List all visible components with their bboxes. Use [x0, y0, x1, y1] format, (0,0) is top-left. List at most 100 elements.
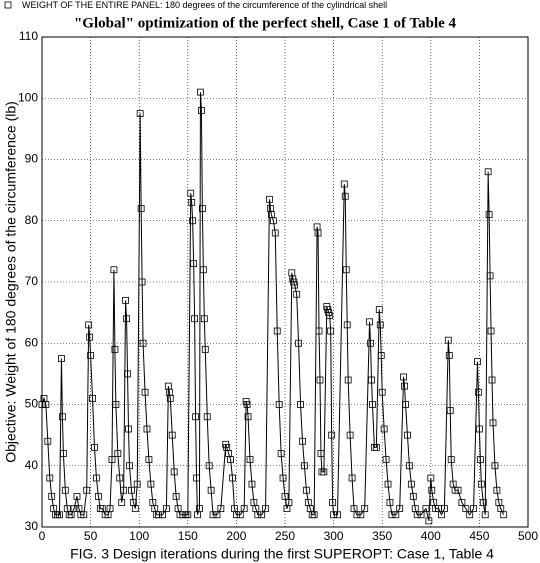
data-point: [126, 462, 133, 470]
data-point: [301, 462, 308, 470]
legend-label: WEIGHT OF THE ENTIRE PANEL: 180 degrees …: [22, 0, 387, 10]
y-tick-label: 30: [25, 519, 39, 533]
data-point: [476, 456, 484, 464]
data-point: [422, 505, 430, 513]
data-point: [93, 474, 100, 482]
data-point: [106, 505, 114, 513]
data-point: [406, 462, 413, 470]
data-point: [80, 511, 88, 519]
data-point: [329, 499, 337, 506]
data-point: [315, 327, 323, 335]
data-point: [236, 511, 244, 519]
data-point: [258, 511, 266, 519]
data-point: [428, 486, 436, 494]
series-line: [41, 92, 505, 521]
data-point: [187, 189, 195, 197]
data-point: [56, 511, 63, 519]
data-point: [123, 315, 130, 323]
data-point: [112, 401, 120, 408]
data-point: [417, 511, 425, 519]
data-point: [205, 462, 213, 470]
data-point: [193, 474, 200, 482]
data-point: [168, 431, 176, 439]
x-tick-label: 400: [421, 529, 441, 543]
data-point: [273, 327, 281, 335]
data-point: [172, 492, 180, 500]
y-tick-label: 100: [18, 90, 38, 104]
data-point: [297, 401, 304, 408]
data-point: [243, 401, 251, 408]
data-point: [407, 480, 415, 488]
data-point: [326, 312, 334, 320]
data-point: [137, 205, 145, 212]
data-point: [481, 511, 489, 519]
data-point: [42, 401, 50, 408]
data-point: [474, 358, 481, 366]
data-point: [342, 266, 350, 274]
data-point: [444, 336, 452, 344]
data-point: [91, 443, 98, 451]
data-point: [271, 229, 279, 237]
data-point: [163, 505, 170, 513]
data-point: [285, 499, 293, 506]
data-point: [138, 278, 146, 286]
data-point: [59, 450, 67, 457]
y-tick-label: 50: [25, 397, 39, 411]
data-point: [357, 511, 365, 519]
y-tick-label: 60: [25, 335, 39, 349]
x-tick-label: 150: [178, 529, 198, 543]
data-point: [500, 511, 508, 519]
data-point: [73, 492, 81, 500]
data-point: [386, 499, 394, 506]
data-point: [317, 450, 325, 457]
data-point: [131, 505, 139, 513]
data-point: [269, 217, 277, 225]
data-point: [384, 480, 392, 488]
x-tick-label: 350: [372, 529, 392, 543]
data-point: [108, 456, 116, 464]
data-point: [240, 505, 248, 513]
data-point: [361, 505, 369, 513]
data-point: [197, 88, 204, 96]
data-point: [380, 425, 388, 433]
data-point: [302, 486, 310, 494]
data-point: [402, 401, 409, 408]
x-tick-label: 200: [226, 529, 246, 543]
data-point: [44, 437, 52, 445]
data-point: [485, 211, 493, 219]
data-point: [368, 376, 375, 384]
data-point: [198, 205, 206, 212]
data-point: [376, 321, 384, 329]
data-point: [375, 306, 383, 313]
data-point: [340, 180, 348, 188]
data-point: [94, 492, 102, 500]
plot-frame: [41, 36, 529, 528]
data-point: [201, 345, 209, 353]
data-point: [262, 505, 269, 513]
figure-caption: FIG. 3 Design iterations during the firs…: [70, 546, 494, 562]
data-point: [232, 511, 240, 519]
data-point: [70, 505, 78, 513]
x-tick-label: 250: [275, 529, 295, 543]
data-point: [83, 486, 91, 494]
data-point: [348, 474, 356, 482]
data-point: [188, 198, 196, 206]
data-point: [493, 486, 501, 494]
data-point: [392, 511, 400, 519]
data-point: [477, 480, 485, 488]
data-point: [89, 394, 96, 402]
data-point: [404, 431, 411, 439]
data-point: [366, 318, 373, 326]
data-point: [409, 492, 417, 500]
data-point: [299, 437, 306, 445]
data-point: [343, 321, 351, 329]
data-point: [454, 486, 462, 494]
data-point: [334, 511, 341, 519]
x-tick-label: 100: [129, 529, 149, 543]
data-point: [388, 511, 396, 519]
data-point: [484, 168, 492, 176]
y-tick-label: 70: [25, 274, 39, 288]
data-point: [330, 511, 338, 519]
data-point: [328, 431, 336, 439]
